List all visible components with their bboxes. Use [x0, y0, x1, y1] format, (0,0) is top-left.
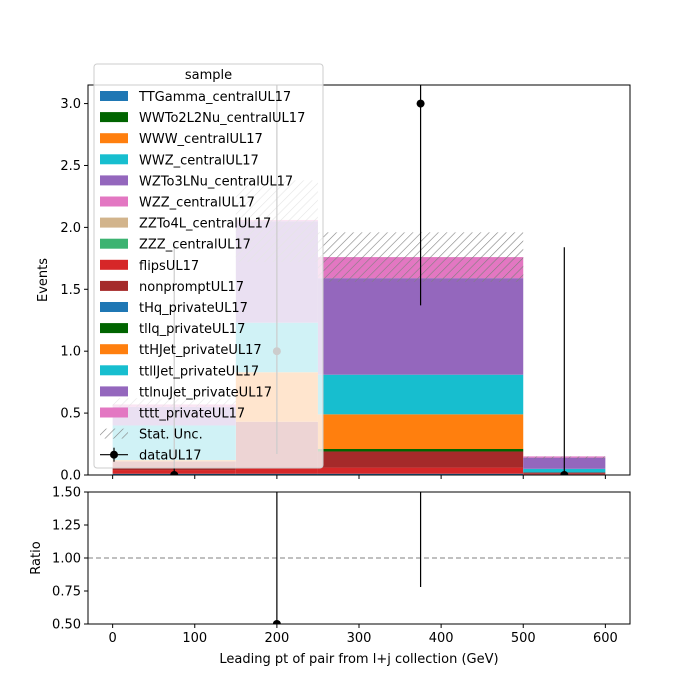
y-tick-label: 2.5: [60, 159, 81, 174]
ratio-y-axis-label: Ratio: [29, 541, 44, 574]
legend-swatch: [100, 386, 128, 397]
legend-swatch: [100, 323, 128, 334]
legend-entry: WZZ_centralUL17: [139, 196, 255, 211]
legend-entry: flipsUL17: [139, 259, 199, 274]
legend-swatch: [100, 259, 128, 270]
legend-entry: nonpromptUL17: [139, 280, 244, 295]
stack-bar: [317, 467, 524, 474]
stack-bar: [317, 414, 524, 449]
y-tick-label: 1.5: [60, 283, 81, 298]
ratio-y-tick-label: 1.25: [52, 519, 81, 534]
data-point: [170, 471, 179, 475]
ratio-point: [417, 483, 425, 491]
stack-bar: [317, 451, 524, 468]
stack-bar: [317, 449, 524, 452]
stack-bar: [317, 374, 524, 415]
x-tick-label: 400: [429, 631, 454, 646]
legend-entry: WWW_centralUL17: [139, 132, 263, 147]
legend-entry: ttllJet_privateUL17: [139, 364, 259, 379]
legend-entry: ttHJet_privateUL17: [139, 343, 262, 358]
legend-entry: WWZ_centralUL17: [139, 153, 259, 168]
y-tick-label: 0.5: [60, 407, 81, 422]
legend-entry: tttt_privateUL17: [139, 407, 245, 422]
legend-entry: TTGamma_centralUL17: [138, 90, 291, 105]
ratio-y-tick-label: 0.75: [52, 585, 81, 600]
legend-swatch: [100, 175, 128, 186]
legend-swatch: [100, 133, 128, 144]
legend-swatch: [100, 196, 128, 207]
legend-entry: ZZZ_centralUL17: [139, 238, 251, 253]
legend-entry-stat-unc: Stat. Unc.: [139, 428, 203, 443]
stack-bar: [235, 467, 318, 474]
x-axis-label: Leading pt of pair from l+j collection (…: [219, 652, 498, 667]
legend-entry: WZTo3LNu_centralUL17: [139, 174, 293, 189]
x-tick-label: 0: [108, 631, 116, 646]
legend-swatch: [100, 407, 128, 418]
data-point: [560, 471, 569, 475]
legend-swatch: [100, 302, 128, 312]
y-tick-label: 3.0: [60, 97, 81, 112]
data-point: [416, 99, 425, 108]
ratio-plot-area: [88, 483, 630, 624]
ratio-point: [272, 620, 281, 624]
legend-swatch: [100, 91, 128, 101]
legend-swatch-stat-unc: [100, 428, 128, 439]
legend-swatch: [100, 154, 128, 165]
x-tick-label: 300: [347, 631, 372, 646]
legend-entry: tHq_privateUL17: [139, 301, 248, 316]
y-tick-label: 1.0: [60, 345, 81, 360]
ratio-panel: 0.50 0.75 1.00 1.25 1.50 0 100 200 300 400 500 600 L…: [29, 483, 631, 667]
legend-swatch: [100, 112, 128, 123]
legend-swatch: [100, 365, 128, 376]
legend-entry: WWTo2L2Nu_centralUL17: [139, 111, 305, 126]
legend-entry: tllq_privateUL17: [139, 322, 245, 337]
legend-entry: ZZTo4L_centralUL17: [139, 217, 271, 232]
legend-entry-data: dataUL17: [139, 449, 202, 464]
ratio-y-tick-label: 1.00: [52, 552, 81, 567]
x-tick-label: 500: [511, 631, 536, 646]
ratio-y-tick-label: 1.50: [52, 486, 81, 501]
y-tick-label: 2.0: [60, 221, 81, 236]
legend-data-marker: [110, 450, 118, 459]
legend-entry: ttlnuJet_privateUL17: [139, 385, 272, 400]
stack-bar: [235, 473, 318, 475]
legend-swatch: [100, 344, 128, 355]
legend-swatch: [100, 280, 128, 291]
legend-box: [93, 63, 324, 469]
y-axis-label: Events: [36, 258, 51, 302]
legend-swatch: [100, 217, 128, 228]
legend: sample TTGamma_centralUL17 WWTo2L2Nu_centr…: [93, 63, 324, 469]
x-tick-label: 100: [182, 631, 207, 646]
stack-bar: [317, 473, 524, 475]
y-tick-label: 0.0: [60, 469, 81, 484]
legend-title: sample: [185, 68, 232, 83]
ratio-y-tick-label: 0.50: [52, 618, 81, 633]
stack-series-11: [317, 449, 524, 452]
legend-swatch: [100, 238, 128, 249]
x-tick-label: 200: [264, 631, 289, 646]
x-tick-label: 600: [593, 631, 618, 646]
